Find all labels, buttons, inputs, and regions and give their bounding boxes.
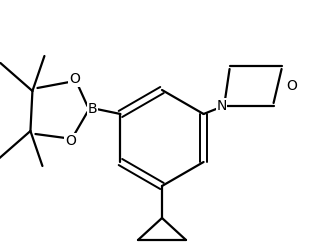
Text: O: O [69, 72, 80, 86]
Text: B: B [88, 102, 97, 116]
Text: N: N [216, 99, 227, 113]
Text: O: O [286, 79, 297, 93]
Text: O: O [65, 134, 76, 148]
